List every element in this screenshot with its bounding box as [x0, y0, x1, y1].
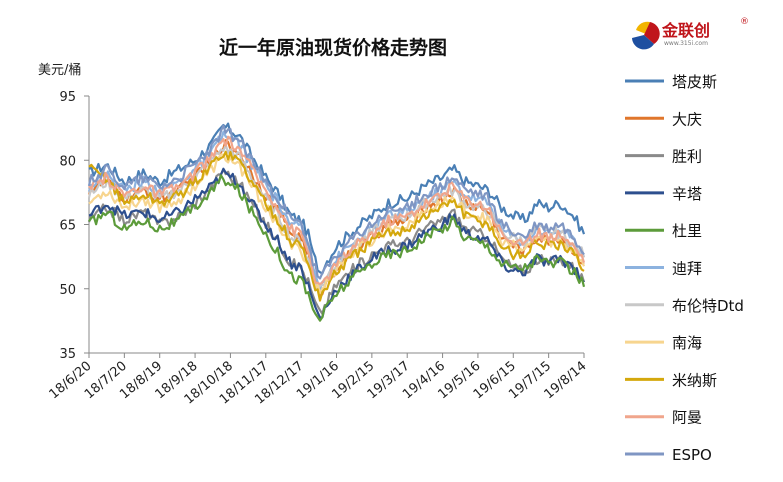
chart-axes — [88, 96, 584, 354]
legend-label: 迪拜 — [672, 260, 702, 278]
x-axis-ticks: 18/6/2018/7/2018/8/1918/9/1818/10/1818/1… — [47, 353, 590, 408]
legend-label: 胜利 — [672, 148, 702, 166]
legend-label: 塔皮斯 — [672, 73, 717, 91]
legend-label: 米纳斯 — [672, 371, 717, 389]
legend-label: 南海 — [672, 334, 702, 352]
series-line — [88, 167, 585, 319]
y-tick-label: 50 — [59, 283, 76, 298]
legend-label: 杜里 — [672, 222, 702, 240]
legend-label: 大庆 — [672, 110, 702, 128]
brand-logo-url: www.315i.com — [664, 40, 708, 47]
series-lines — [87, 122, 586, 322]
y-axis-unit: 美元/桶 — [38, 63, 81, 78]
series-line — [88, 174, 586, 322]
brand-logo-name: 金联创 — [661, 21, 710, 40]
legend-label: 辛塔 — [672, 185, 702, 203]
series-line — [88, 122, 586, 275]
legend-label: 阿曼 — [672, 409, 702, 427]
brand-logo-icon — [632, 21, 660, 50]
y-tick-label: 35 — [59, 347, 76, 362]
chart-title: 近一年原油现货价格走势图 — [219, 36, 447, 59]
y-axis-ticks: 35 50 65 80 95 — [59, 90, 89, 362]
brand-logo: 金联创 ® www.315i.com — [632, 17, 749, 50]
series-line — [87, 124, 585, 280]
series-line — [88, 150, 585, 302]
y-tick-label: 65 — [59, 219, 76, 234]
legend-label: 布伦特Dtd — [672, 297, 744, 315]
legend-label: ESPO — [672, 446, 712, 464]
y-tick-label: 95 — [59, 90, 76, 105]
brand-registered-mark: ® — [740, 17, 749, 27]
series-line — [88, 135, 586, 286]
y-tick-label: 80 — [59, 154, 76, 169]
